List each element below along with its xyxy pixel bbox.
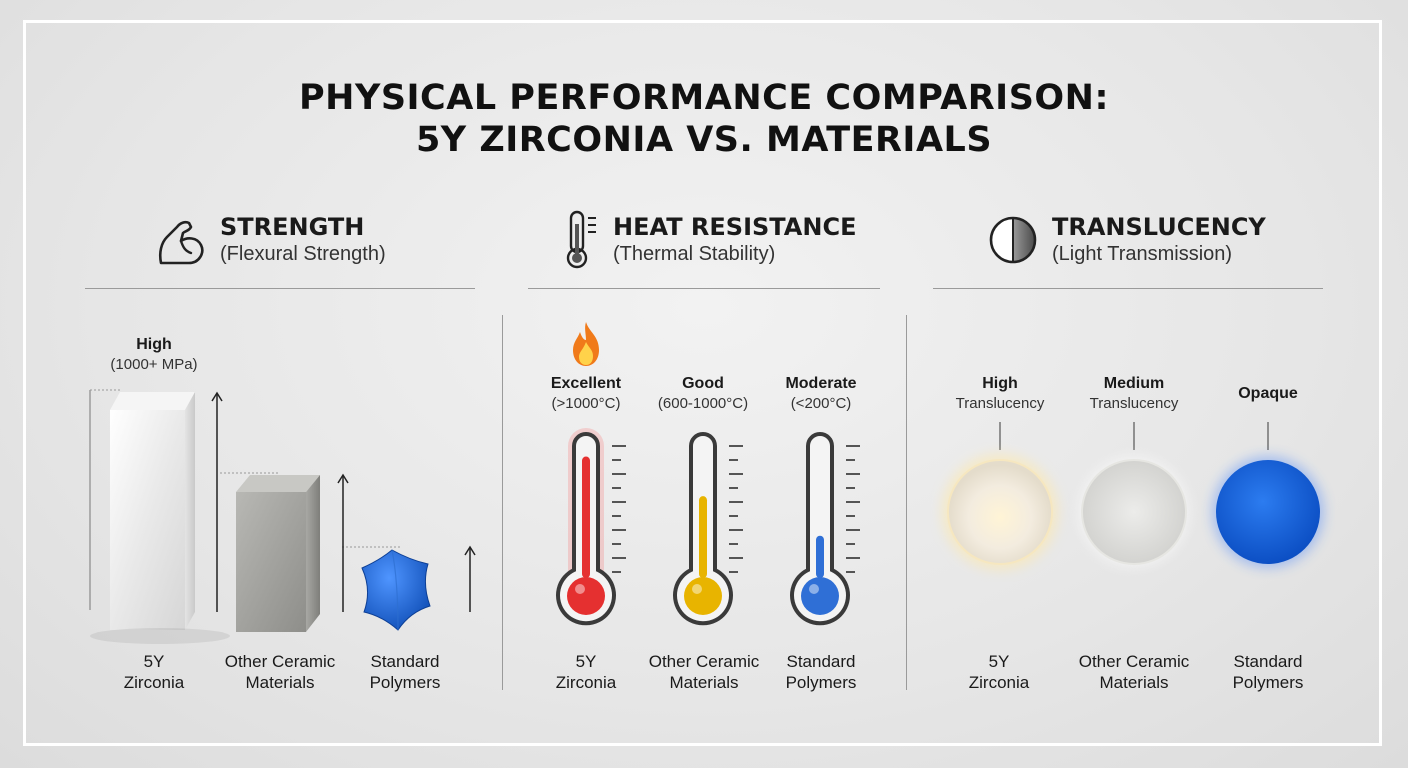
translucency-rating-1-sub: Translucency — [955, 395, 1045, 412]
zirconia-bar — [90, 392, 230, 644]
mercury-column — [699, 496, 707, 578]
page-title-line1: PHYSICAL PERFORMANCE COMPARISON: — [299, 78, 1109, 118]
border-frame — [23, 20, 1382, 746]
translucency-rating-3-label: Opaque — [1238, 385, 1298, 402]
strength-top-value: (1000+ MPa) — [110, 356, 198, 373]
heat-thermometers — [556, 428, 860, 626]
fire-icon — [573, 322, 599, 366]
heat-title: HEAT RESISTANCE — [613, 213, 857, 241]
thermometer-bulb — [567, 577, 605, 615]
ceramic-thermometer — [673, 432, 743, 626]
ceramic-disc — [1079, 457, 1189, 567]
strength-divider — [85, 288, 475, 289]
translucency-title: TRANSLUCENCY — [1052, 213, 1266, 241]
translucency-rating-2-sub: Translucency — [1089, 395, 1179, 412]
thermometer-bulb — [684, 577, 722, 615]
polymer-bar — [361, 549, 431, 631]
translucency-rating-2-label: Medium — [1103, 375, 1165, 392]
strength-title: STRENGTH — [220, 213, 365, 241]
translucency-material-2: Other Ceramic Materials — [1078, 652, 1190, 692]
strength-material-3: Standard Polymers — [369, 652, 441, 692]
translucency-material-1: 5Y Zirconia — [968, 652, 1030, 692]
mercury-column — [582, 456, 590, 578]
translucency-rating-1-label: High — [982, 375, 1018, 392]
thermometer-icon — [566, 210, 596, 269]
translucency-material-3: Standard Polymers — [1232, 652, 1304, 692]
heat-rating-2-range: (600-1000°C) — [657, 395, 749, 412]
half-circle-icon — [989, 216, 1037, 264]
polymer-disc — [1212, 456, 1324, 568]
strength-arrows — [211, 391, 476, 612]
heat-material-3: Standard Polymers — [785, 652, 857, 692]
heat-rating-2-label: Good — [682, 375, 724, 392]
heat-material-2: Other Ceramic Materials — [648, 652, 760, 692]
heat-rating-3-label: Moderate — [785, 375, 857, 392]
mercury-column — [816, 535, 824, 578]
strength-material-1: 5Y Zirconia — [123, 652, 185, 692]
strength-bars — [89, 389, 476, 644]
muscle-arm-icon — [158, 220, 204, 265]
section-divider-2 — [906, 315, 907, 690]
strength-top-label: High — [136, 336, 172, 353]
heat-divider — [528, 288, 880, 289]
zirconia-thermometer — [556, 428, 626, 626]
strength-material-2: Other Ceramic Materials — [224, 652, 336, 692]
zirconia-disc — [942, 454, 1058, 570]
ceramic-bar — [236, 475, 320, 632]
heat-rating-3-range: (<200°C) — [790, 395, 852, 412]
heat-rating-1-range: (>1000°C) — [551, 395, 621, 412]
translucency-divider — [933, 288, 1323, 289]
translucency-subtitle: (Light Transmission) — [1052, 243, 1233, 265]
section-divider-1 — [502, 315, 503, 690]
heat-subtitle: (Thermal Stability) — [613, 243, 776, 265]
thermometer-bulb — [801, 577, 839, 615]
page-title-line2: 5Y ZIRCONIA VS. MATERIALS — [415, 120, 993, 160]
translucency-discs — [942, 422, 1324, 570]
polymer-thermometer — [790, 432, 860, 626]
strength-subtitle: (Flexural Strength) — [220, 243, 386, 265]
heat-rating-1-label: Excellent — [550, 375, 622, 392]
heat-material-1: 5Y Zirconia — [555, 652, 617, 692]
